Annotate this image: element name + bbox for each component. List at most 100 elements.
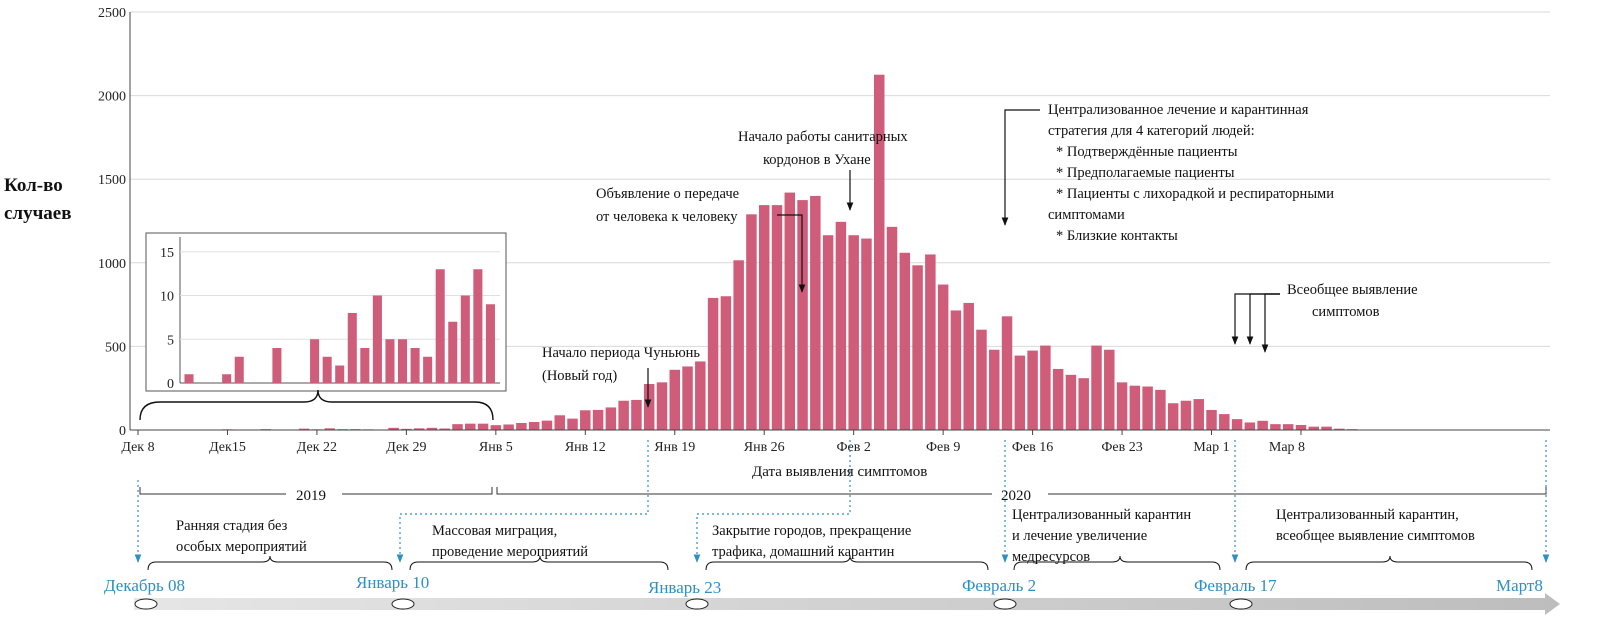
bar bbox=[784, 192, 796, 430]
bar bbox=[874, 74, 885, 430]
phase-centralized-line3: медресурсов bbox=[1012, 549, 1090, 565]
bar bbox=[656, 382, 668, 430]
bar bbox=[695, 361, 706, 430]
bar bbox=[477, 423, 489, 430]
inset-bar bbox=[222, 374, 232, 383]
bar bbox=[963, 302, 974, 430]
inset-bar bbox=[485, 304, 495, 383]
bar bbox=[1295, 424, 1307, 430]
inset-bar bbox=[410, 348, 420, 383]
bar bbox=[733, 260, 744, 430]
inset-y-tick-label: 5 bbox=[167, 333, 174, 348]
y-tick-labels: 0 500 1000 1500 2000 2500 bbox=[98, 6, 126, 439]
inset-bar bbox=[435, 269, 445, 383]
bar bbox=[1334, 428, 1345, 430]
bar bbox=[1065, 374, 1077, 430]
timeline-date-feb17: Февраль 17 bbox=[1194, 576, 1277, 595]
phase-early-line2: особых мероприятий bbox=[176, 539, 307, 555]
timeline-milestone-jan10 bbox=[391, 598, 415, 610]
annotation-human-transmission-line1: Объявление о передаче bbox=[596, 186, 739, 202]
inset-bar bbox=[335, 365, 345, 383]
bar bbox=[771, 205, 783, 430]
bar bbox=[1052, 368, 1064, 430]
y-tick-label: 2500 bbox=[98, 6, 126, 21]
annotation-human-transmission: Объявление о передаче от человека к чело… bbox=[596, 186, 806, 293]
bar bbox=[758, 205, 770, 430]
inset-bar bbox=[272, 348, 282, 383]
bar bbox=[503, 424, 514, 430]
phase-centralized-line1: Централизованный карантин bbox=[1012, 507, 1191, 523]
bar bbox=[631, 399, 642, 430]
phase-lockdown: Закрытие городов, прекращение трафика, д… bbox=[705, 523, 989, 571]
bar bbox=[643, 384, 655, 430]
bar bbox=[452, 424, 463, 430]
annotation-chunyun-line2: (Новый год) bbox=[542, 368, 617, 384]
timeline-date-jan23: Январь 23 bbox=[648, 578, 721, 597]
bar bbox=[976, 329, 987, 430]
bar bbox=[298, 428, 310, 430]
bar bbox=[324, 428, 335, 430]
inset-bar bbox=[322, 356, 332, 383]
bar bbox=[1104, 349, 1115, 430]
year-label-2019: 2019 bbox=[296, 488, 326, 504]
bar bbox=[1167, 403, 1179, 430]
annotation-universal-detection: Всеобщее выявление симптомов bbox=[1231, 282, 1418, 353]
bar bbox=[886, 226, 898, 430]
timeline-milestone-feb2 bbox=[993, 598, 1017, 610]
phase-centralized-line2: и лечение увеличение bbox=[1012, 528, 1147, 544]
inset-bar bbox=[347, 313, 357, 383]
y-tick-label: 0 bbox=[119, 424, 126, 439]
y-tick-label: 2000 bbox=[98, 90, 126, 105]
phase-migration: Массовая миграция, проведение мероприяти… bbox=[409, 523, 669, 571]
annotation-centralized-line4: * Предполагаемые пациенты bbox=[1056, 165, 1235, 181]
x-tick-label: Фев 16 bbox=[1012, 440, 1053, 455]
x-tick-label: Фев 2 bbox=[836, 440, 870, 455]
phase-centralized-quarantine: Централизованный карантин и лечение увел… bbox=[1012, 507, 1221, 571]
bar bbox=[746, 214, 757, 430]
timeline-arrow bbox=[134, 593, 1560, 615]
x-tick-label: Янв 5 bbox=[479, 440, 513, 455]
annotation-centralized-line1: Централизованное лечение и карантинная bbox=[1048, 102, 1309, 118]
bar bbox=[592, 409, 604, 430]
bar bbox=[528, 421, 540, 430]
inset-bar bbox=[473, 269, 483, 383]
bar bbox=[950, 310, 962, 430]
y-axis-label-line2: случаев bbox=[4, 203, 72, 224]
annotation-wuhan-cordon-line2: кордонов в Ухане bbox=[763, 152, 871, 168]
timeline-date-mar8: Март8 bbox=[1496, 576, 1543, 595]
annotation-centralized-line2: стратегия для 4 категорий людей: bbox=[1048, 123, 1255, 139]
bar bbox=[426, 427, 438, 430]
inset-y-tick-label: 15 bbox=[160, 246, 174, 261]
bar bbox=[401, 428, 412, 430]
bar bbox=[707, 297, 719, 430]
bar bbox=[413, 428, 425, 430]
phase-early: Ранняя стадия без особых мероприятий bbox=[147, 518, 393, 571]
bar bbox=[1014, 355, 1026, 430]
bar bbox=[1142, 386, 1153, 430]
bar bbox=[465, 423, 476, 430]
annotation-chunyun-line1: Начало периода Чуньюнь bbox=[542, 345, 700, 361]
x-tick-label: Дек 29 bbox=[386, 440, 426, 455]
annotation-centralized-line5: * Пациенты с лихорадкой и респираторными bbox=[1056, 186, 1334, 202]
x-tick-label: Фев 9 bbox=[926, 440, 960, 455]
bar bbox=[848, 235, 859, 430]
annotation-wuhan-cordon: Начало работы санитарных кордонов в Ухан… bbox=[738, 129, 908, 211]
phase-migration-line1: Массовая миграция, bbox=[432, 523, 557, 539]
inset-y-tick-label: 0 bbox=[167, 377, 174, 392]
y-axis-label-line1: Кол-во bbox=[4, 175, 63, 196]
phase-lockdown-line1: Закрытие городов, прекращение bbox=[712, 523, 911, 539]
bar bbox=[388, 427, 399, 430]
bar bbox=[822, 235, 834, 430]
bar bbox=[899, 252, 911, 430]
annotation-centralized-treatment: Централизованное лечение и карантинная с… bbox=[1001, 102, 1334, 244]
inset-bar bbox=[372, 295, 382, 383]
bar bbox=[1180, 400, 1192, 430]
bar bbox=[490, 425, 502, 430]
bar bbox=[580, 410, 591, 430]
bar bbox=[1219, 414, 1230, 430]
x-tick-label: Янв 12 bbox=[565, 440, 606, 455]
x-tick-label: Фев 23 bbox=[1101, 440, 1142, 455]
bar bbox=[1001, 316, 1013, 430]
x-axis-title: Дата выявления симптомов bbox=[752, 464, 927, 480]
